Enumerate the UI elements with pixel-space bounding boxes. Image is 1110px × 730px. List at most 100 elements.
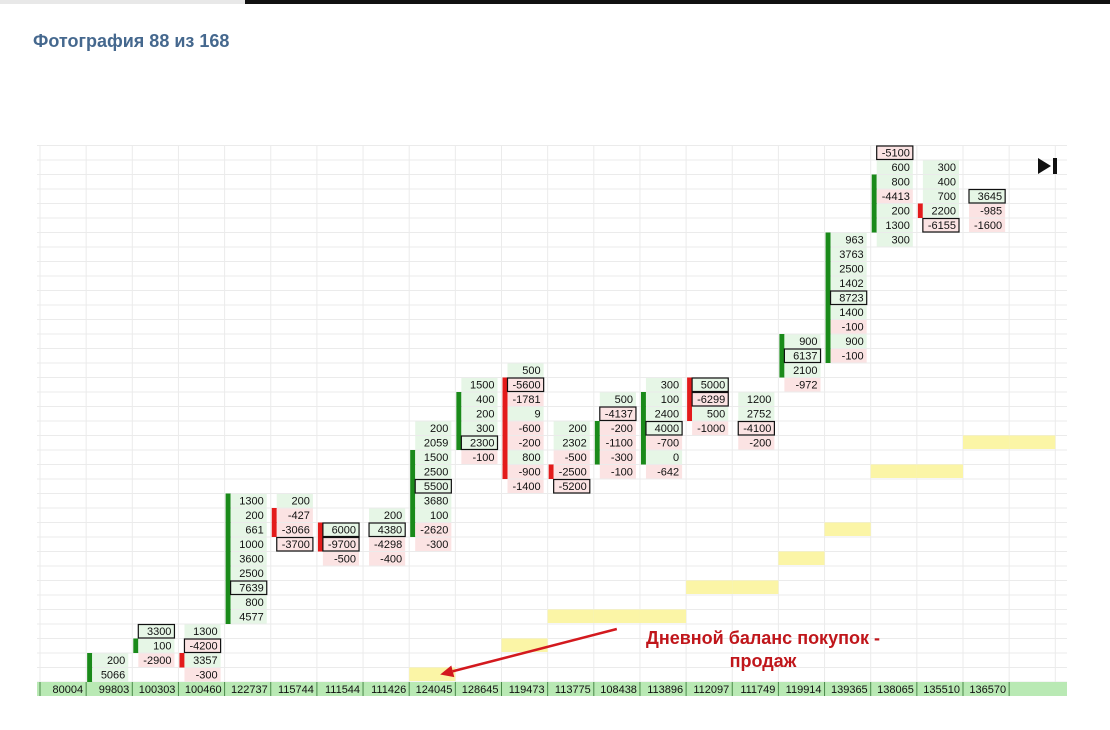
volume-cell: 2500 xyxy=(239,568,263,580)
volume-cell-bg xyxy=(738,392,775,406)
balance-marker xyxy=(732,580,779,594)
volume-cell-bg xyxy=(876,233,913,247)
footprint-column: 300 100 2400 4000 -700 0 -642 xyxy=(640,378,683,479)
volume-cell: 1500 xyxy=(470,380,494,392)
volume-cell: 200 xyxy=(245,510,263,522)
volume-cell: -2620 xyxy=(420,525,448,537)
volume-cell: -100 xyxy=(842,351,864,363)
volume-cell-bg xyxy=(369,552,406,566)
volume-cell-bg xyxy=(922,160,959,174)
volume-cell: 200 xyxy=(568,423,586,435)
volume-cell-bg xyxy=(599,450,636,464)
volume-cell-max xyxy=(183,638,222,654)
volume-cell-bg xyxy=(645,436,683,450)
footprint-column: 1300 -4200 3357 -300 xyxy=(179,624,222,682)
volume-cell-max xyxy=(599,406,637,422)
volume-cell: -400 xyxy=(380,554,402,566)
volume-cell-bg xyxy=(784,378,821,392)
baseline-value: 138065 xyxy=(877,684,914,696)
volume-cell-bg xyxy=(692,421,729,435)
price-range-bar xyxy=(179,653,185,668)
baseline-value: 80004 xyxy=(53,684,84,696)
volume-cell-bg xyxy=(230,552,267,566)
price-range-bar xyxy=(917,203,923,218)
skip-to-end-button[interactable] xyxy=(1033,151,1061,179)
baseline-value: 111544 xyxy=(325,684,360,696)
price-range-bar xyxy=(225,493,231,624)
volume-cell-bg xyxy=(415,465,452,479)
top-bar-dark xyxy=(245,0,1110,4)
footprint-column: 200 -427 -3066 -3700 xyxy=(271,494,314,552)
balance-marker xyxy=(916,464,963,478)
volume-cell-bg xyxy=(415,450,452,464)
volume-cell-bg xyxy=(415,537,452,551)
volume-cell: 100 xyxy=(661,394,679,406)
volume-cell-bg xyxy=(461,421,498,435)
volume-cell: 300 xyxy=(476,423,494,435)
volume-cell: 100 xyxy=(430,510,448,522)
grid xyxy=(37,145,1067,683)
balance-marker xyxy=(1009,435,1056,449)
volume-cell: 1500 xyxy=(424,452,448,464)
baseline-value: 135510 xyxy=(923,684,960,696)
volume-cell-bg xyxy=(276,523,313,537)
footprint-column: 1500 400 200 300 2300 -100 xyxy=(456,378,499,464)
price-range-bar xyxy=(87,653,93,682)
volume-cell-max xyxy=(691,391,729,407)
volume-cell: 2300 xyxy=(470,438,494,450)
price-range-bar xyxy=(871,174,877,233)
volume-cell: 500 xyxy=(615,394,633,406)
volume-cell: 1402 xyxy=(839,278,863,290)
footprint-column: 6000 -9700 -500 xyxy=(317,522,360,566)
volume-cell-bg xyxy=(415,523,452,537)
volume-cell-bg xyxy=(645,392,683,406)
volume-cell-bg xyxy=(230,537,267,551)
volume-cell: -300 xyxy=(426,539,448,551)
volume-cell: 4577 xyxy=(239,612,263,624)
footprint-column: 1300 200 661 1000 3600 2500 7639 800 4577 xyxy=(225,493,268,624)
volume-cell-bg xyxy=(876,189,913,203)
volume-cell-bg xyxy=(507,421,544,435)
baseline-value: 100460 xyxy=(185,684,222,696)
volume-cell: 100 xyxy=(153,641,171,653)
footprint-column: 500 -4137 -200 -1100 -300 -100 xyxy=(594,392,637,479)
volume-cell: 1400 xyxy=(839,307,863,319)
volume-cell-bg xyxy=(322,552,360,566)
volume-cell-bg xyxy=(507,479,544,493)
volume-cell: 2500 xyxy=(424,467,448,479)
volume-cell: 6000 xyxy=(332,525,356,537)
skip-to-end-icon xyxy=(1038,158,1051,174)
baseline-value: 115744 xyxy=(278,684,314,696)
volume-cell-bg xyxy=(876,175,913,189)
arrow-shaft xyxy=(452,627,618,673)
volume-cell: -972 xyxy=(796,380,818,392)
volume-cell: 0 xyxy=(673,452,679,464)
volume-cell: 1000 xyxy=(239,539,263,551)
volume-cell-bg xyxy=(276,508,313,522)
volume-cell-bg xyxy=(507,465,544,479)
footprint-column: 3645 -985 -1600 xyxy=(968,188,1006,232)
balance-marker xyxy=(547,609,594,623)
volume-cell-max xyxy=(368,522,406,538)
volume-cell-bg xyxy=(553,465,590,479)
volume-cell: 200 xyxy=(384,510,402,522)
balance-marker xyxy=(686,580,733,594)
volume-cell: -6299 xyxy=(697,394,725,406)
volume-cell-max xyxy=(414,478,452,494)
volume-cell-bg xyxy=(738,436,775,450)
volume-cell: -1400 xyxy=(513,481,541,493)
volume-cell: -100 xyxy=(842,322,864,334)
volume-cell: -900 xyxy=(519,467,541,479)
volume-cell-bg xyxy=(645,450,683,464)
volume-cell: 1300 xyxy=(239,496,263,508)
volume-cell: 800 xyxy=(522,452,540,464)
volume-cell: 500 xyxy=(522,365,540,377)
volume-cell-bg xyxy=(876,218,913,232)
volume-cell: 300 xyxy=(891,235,909,247)
price-range-bar xyxy=(640,392,646,465)
volume-cell-max xyxy=(230,580,268,596)
volume-cell: -6155 xyxy=(928,220,956,232)
volume-cell-bg xyxy=(922,204,959,218)
price-range-bar xyxy=(502,377,508,479)
